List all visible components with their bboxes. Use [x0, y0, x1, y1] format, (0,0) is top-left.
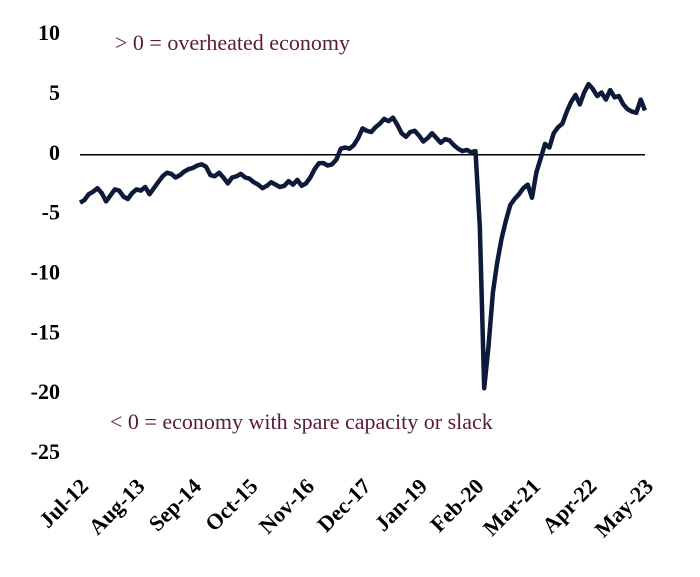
y-tick-label: 10 — [38, 20, 60, 45]
x-tick-label: Apr-22 — [537, 473, 602, 538]
x-tick-label: Mar-21 — [478, 473, 545, 540]
y-tick-label: 0 — [49, 140, 60, 165]
x-tick-label: Dec-17 — [312, 473, 375, 536]
line-series — [78, 81, 648, 391]
y-tick-label: -15 — [31, 319, 60, 344]
x-tick-label: Nov-16 — [254, 473, 319, 538]
x-tick-label: Oct-15 — [200, 473, 263, 536]
y-tick-label: -20 — [31, 379, 60, 404]
x-tick-label: Sep-14 — [143, 473, 206, 536]
x-tick-label: Feb-20 — [425, 473, 488, 536]
annotation: > 0 = overheated economy — [115, 30, 350, 55]
x-tick-label: Aug-13 — [84, 473, 150, 539]
y-tick-label: 5 — [49, 80, 60, 105]
annotation: < 0 = economy with spare capacity or sla… — [110, 409, 493, 434]
x-tick-label: May-23 — [589, 473, 658, 542]
y-tick-label: -5 — [42, 200, 60, 225]
y-tick-label: -25 — [31, 439, 60, 464]
x-tick-label: Jan-19 — [369, 473, 432, 536]
y-tick-label: -10 — [31, 259, 60, 284]
